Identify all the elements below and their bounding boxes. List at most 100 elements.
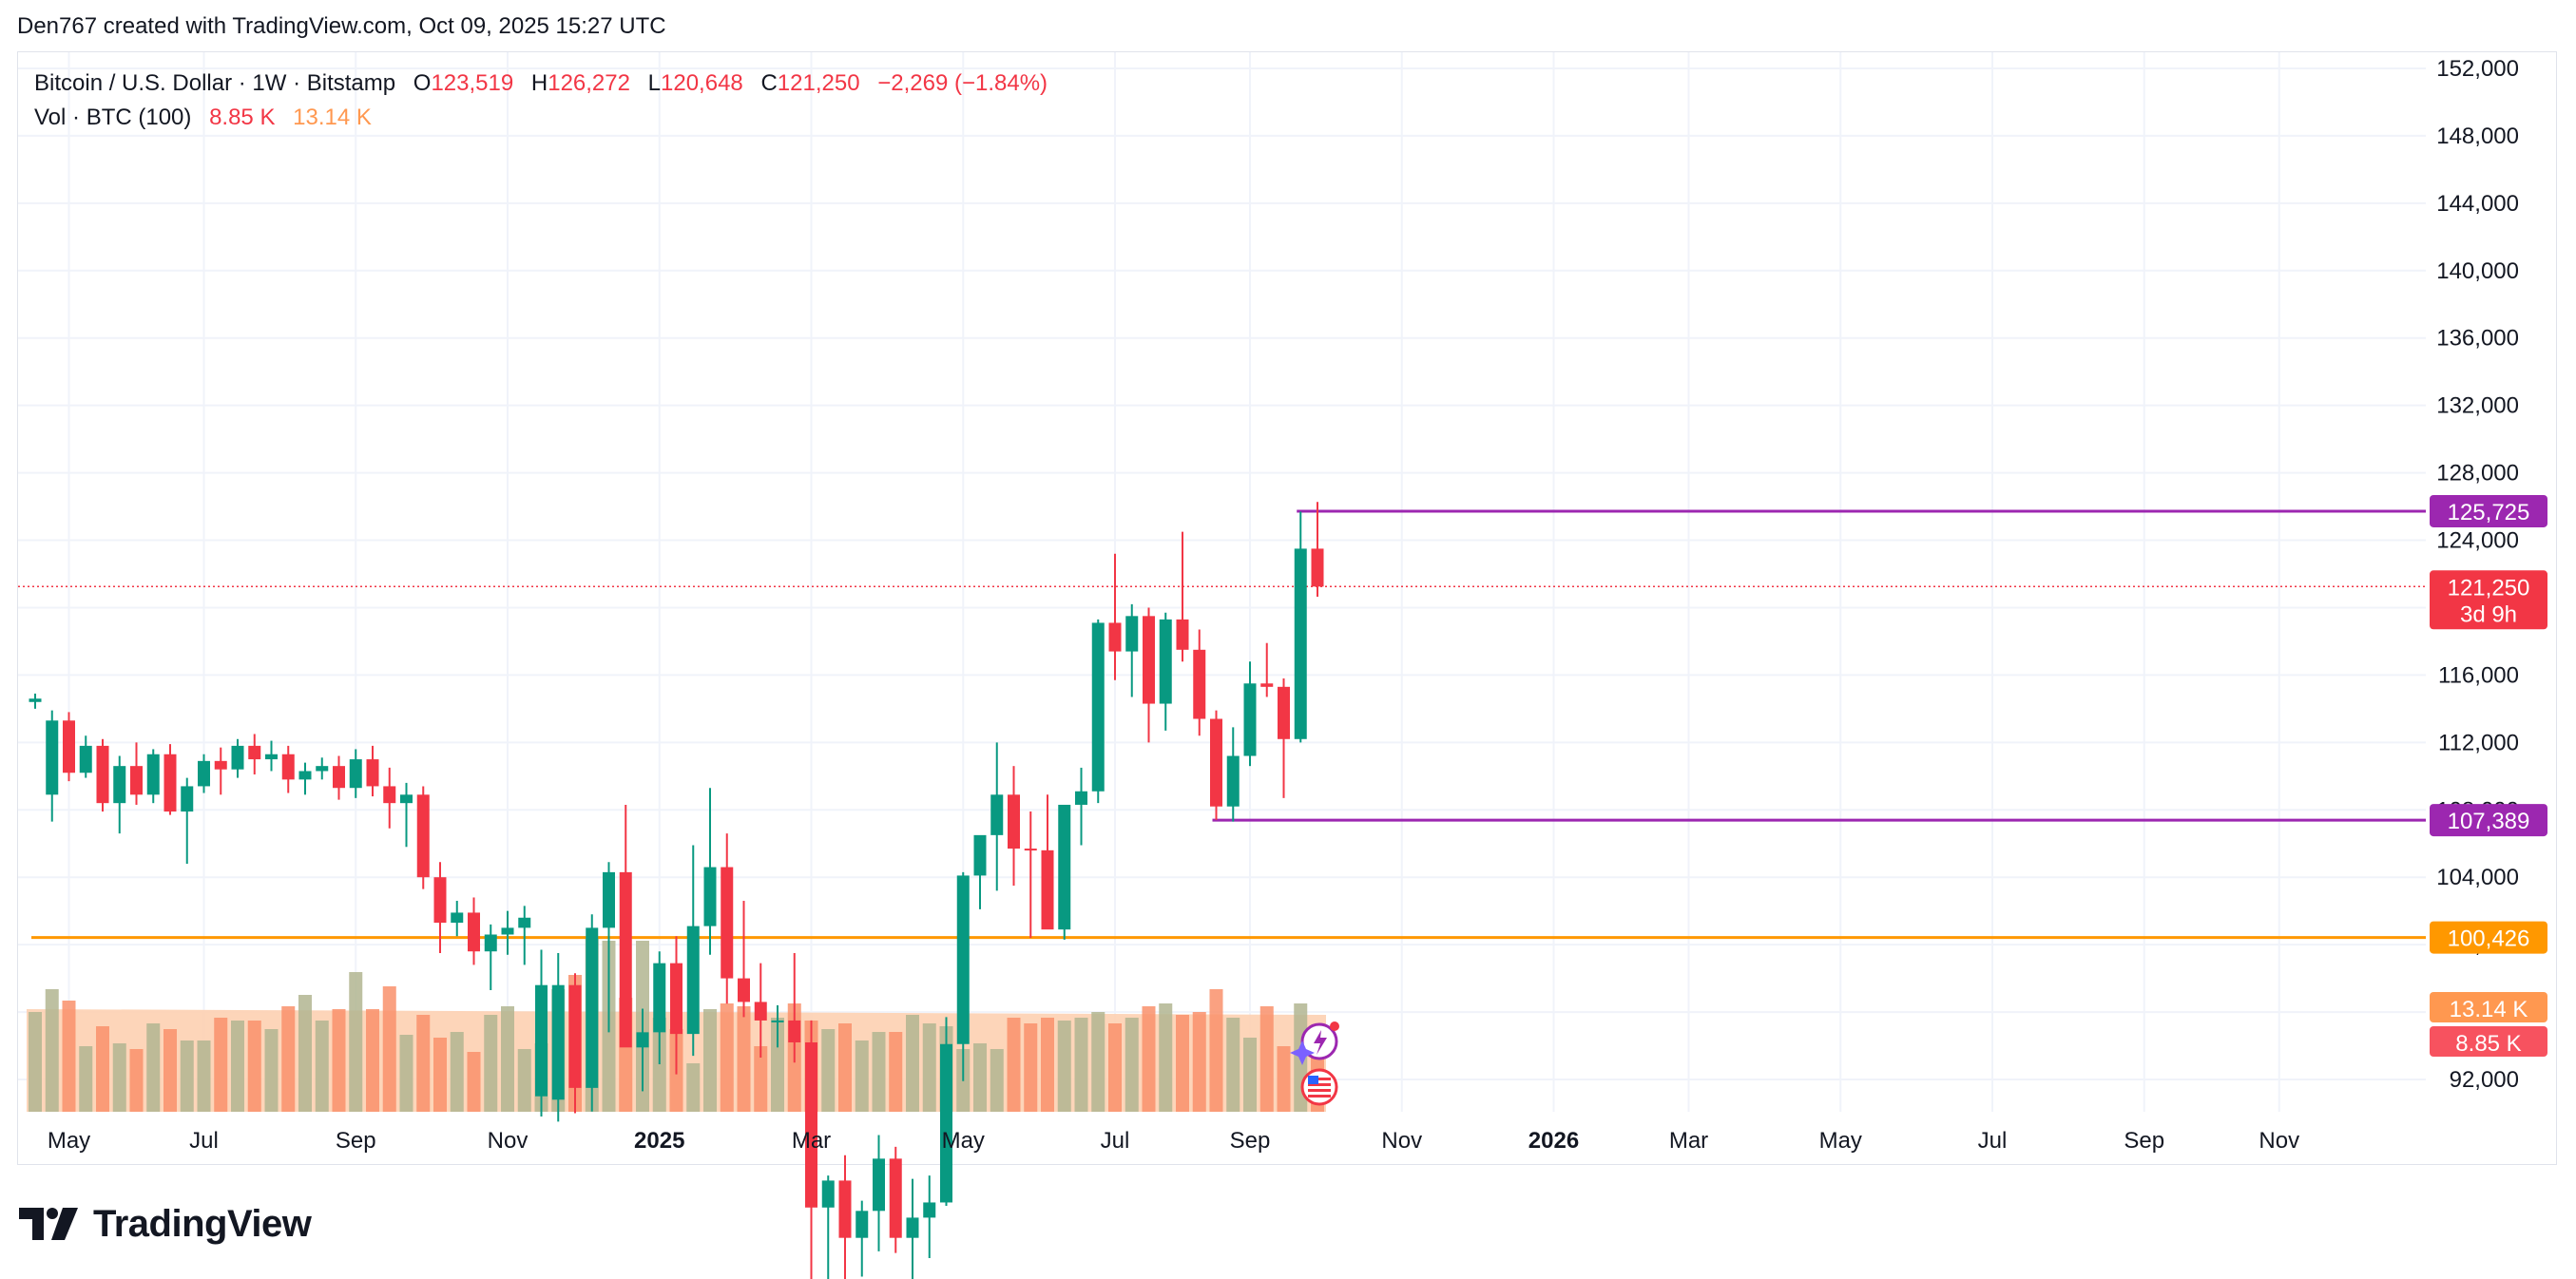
volume-bar xyxy=(399,1035,413,1112)
last-price-label: 121,250 xyxy=(2448,575,2530,601)
x-axis-label: Jul xyxy=(1978,1128,2008,1154)
candle-body xyxy=(248,745,261,760)
candle-body xyxy=(535,984,548,1097)
candle-body xyxy=(1143,616,1155,704)
level-price-label: 100,426 xyxy=(2448,926,2530,952)
volume-bar xyxy=(1125,1018,1139,1112)
volume-ma-label-bg xyxy=(2430,992,2547,1022)
candle-body xyxy=(551,984,565,1100)
candle-body xyxy=(686,926,700,1035)
candle-body xyxy=(653,963,666,1033)
volume-bar xyxy=(889,1032,903,1112)
candle-body xyxy=(603,871,615,928)
volume-bar xyxy=(45,989,59,1112)
volume-bar xyxy=(1226,1018,1240,1112)
candle-body xyxy=(821,1180,835,1208)
candle-body xyxy=(214,760,227,770)
candle-body xyxy=(265,754,278,760)
candle-body xyxy=(366,759,379,787)
candle-body xyxy=(146,754,160,795)
candle-body xyxy=(619,871,632,1048)
candle-body xyxy=(805,1041,817,1208)
volume-bar xyxy=(366,1009,379,1112)
candle-body xyxy=(433,877,447,924)
candle-body xyxy=(1091,622,1105,792)
level-price-label-bg xyxy=(2430,921,2547,954)
legend-open-label: O xyxy=(413,70,432,96)
volume-bar xyxy=(484,1015,498,1112)
candle-body xyxy=(586,927,599,1088)
notification-dot-icon xyxy=(1330,1021,1339,1031)
candle-body xyxy=(1210,718,1222,807)
candle-body xyxy=(96,745,109,804)
volume-bar xyxy=(686,1063,701,1112)
legend-volume-label[interactable]: Vol · BTC (100) xyxy=(34,105,192,130)
candle-body xyxy=(1058,804,1071,930)
volume-bar xyxy=(1259,1006,1274,1112)
flag-stripe-icon xyxy=(1308,1089,1331,1092)
candle-body xyxy=(181,786,194,812)
flag-canton-icon xyxy=(1308,1076,1318,1084)
candle-body xyxy=(636,1032,649,1048)
volume-bar xyxy=(1057,1021,1071,1112)
legend-volume-ma-value: 13.14 K xyxy=(293,105,372,130)
y-axis-tick-label: 132,000 xyxy=(2436,393,2519,419)
candle-body xyxy=(1108,622,1122,652)
volume-bar xyxy=(1243,1038,1257,1112)
x-axis-label: Sep xyxy=(2124,1128,2164,1154)
tradingview-logo[interactable]: TradingView xyxy=(19,1202,312,1245)
volume-bar xyxy=(163,1029,177,1112)
legend-close-label: C xyxy=(760,70,778,96)
candle-body xyxy=(29,698,42,702)
volume-bar xyxy=(231,1021,244,1112)
volume-bar xyxy=(501,1006,514,1112)
candle-body xyxy=(1159,619,1172,704)
candle-body xyxy=(568,984,582,1088)
volume-bar xyxy=(922,1023,936,1112)
x-axis-label: Mar xyxy=(792,1128,831,1154)
volume-bar xyxy=(1007,1018,1021,1112)
volume-bar xyxy=(990,1049,1004,1112)
candle-body xyxy=(333,766,345,789)
candle-body xyxy=(281,754,295,780)
x-axis-label: Nov xyxy=(488,1128,529,1154)
legend-change: −2,269 (−1.84%) xyxy=(877,70,1048,96)
volume-bar xyxy=(112,1043,126,1112)
legend-symbol[interactable]: Bitcoin / U.S. Dollar · 1W · Bitstamp xyxy=(34,70,396,96)
legend-close-value: 121,250 xyxy=(777,70,860,96)
x-axis-label: Jul xyxy=(189,1128,219,1154)
volume-bar xyxy=(214,1018,228,1112)
y-axis-tick-label: 152,000 xyxy=(2436,56,2519,82)
volume-label-bg xyxy=(2430,1026,2547,1057)
candle-body xyxy=(754,1002,767,1021)
flash-glyph-icon xyxy=(1314,1030,1327,1055)
candle-body xyxy=(1008,794,1020,849)
candle-body xyxy=(1278,686,1290,739)
candle-body xyxy=(889,1158,902,1238)
volume-bar xyxy=(1176,1015,1189,1112)
x-axis-label: 2026 xyxy=(1528,1128,1579,1154)
volume-bar xyxy=(180,1040,194,1112)
level-price-label-bg xyxy=(2430,494,2547,527)
legend-high-value: 126,272 xyxy=(548,70,630,96)
volume-bar xyxy=(872,1032,886,1112)
candle-body xyxy=(940,1043,952,1203)
us-flag-icon xyxy=(1300,1068,1338,1106)
volume-bar xyxy=(264,1029,279,1112)
level-price-label: 107,389 xyxy=(2448,809,2530,834)
candle-body xyxy=(198,760,210,787)
volume-bar xyxy=(298,995,312,1112)
candle-body xyxy=(63,720,75,773)
volume-bar xyxy=(720,1003,734,1112)
candle-body xyxy=(113,766,126,804)
tradingview-logo-text: TradingView xyxy=(93,1202,312,1245)
candle-body xyxy=(670,963,682,1035)
volume-bar xyxy=(1041,1018,1054,1112)
candle-body xyxy=(1294,548,1307,739)
x-axis-label: May xyxy=(942,1128,985,1154)
legend-high-label: H xyxy=(530,70,548,96)
volume-bar xyxy=(382,986,396,1112)
volume-bar xyxy=(821,1029,836,1112)
volume-bar xyxy=(1142,1006,1156,1112)
